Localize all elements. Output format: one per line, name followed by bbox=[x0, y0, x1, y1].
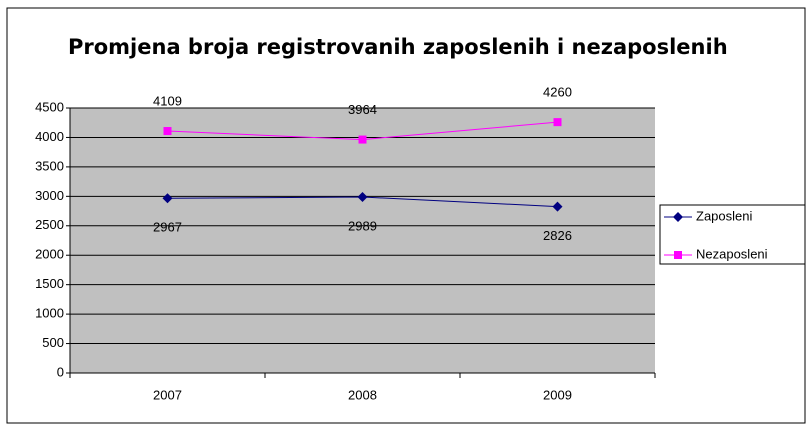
y-tick-label: 500 bbox=[42, 335, 64, 350]
y-tick-label: 3000 bbox=[35, 188, 64, 203]
marker bbox=[552, 201, 563, 212]
marker bbox=[357, 191, 368, 202]
marker bbox=[673, 212, 683, 222]
y-tick-label: 4000 bbox=[35, 129, 64, 144]
data-label: 2826 bbox=[543, 228, 572, 243]
data-label: 4260 bbox=[543, 85, 572, 100]
x-tick-label: 2008 bbox=[348, 387, 377, 402]
data-label: 2989 bbox=[348, 218, 377, 233]
x-tick-label: 2007 bbox=[153, 387, 182, 402]
marker bbox=[358, 135, 367, 144]
data-label: 3964 bbox=[348, 102, 377, 117]
x-tick-label: 2009 bbox=[543, 387, 572, 402]
legend-box bbox=[659, 204, 806, 265]
y-tick-label: 1000 bbox=[35, 306, 64, 321]
marker bbox=[162, 193, 173, 204]
chart-title: Promjena broja registrovanih zaposlenih … bbox=[68, 35, 728, 59]
legend-label: Zaposleni bbox=[696, 208, 752, 223]
y-tick-label: 4500 bbox=[35, 99, 64, 114]
legend-label: Nezaposleni bbox=[696, 246, 768, 261]
y-tick-label: 2000 bbox=[35, 247, 64, 262]
y-tick-label: 0 bbox=[57, 364, 64, 379]
plot-area bbox=[70, 108, 655, 373]
y-tick-label: 2500 bbox=[35, 217, 64, 232]
data-label: 2967 bbox=[153, 220, 182, 235]
data-label: 4109 bbox=[153, 93, 182, 108]
y-tick-label: 3500 bbox=[35, 158, 64, 173]
marker bbox=[553, 118, 562, 127]
y-tick-label: 1500 bbox=[35, 276, 64, 291]
marker bbox=[674, 251, 682, 259]
marker bbox=[163, 127, 172, 136]
